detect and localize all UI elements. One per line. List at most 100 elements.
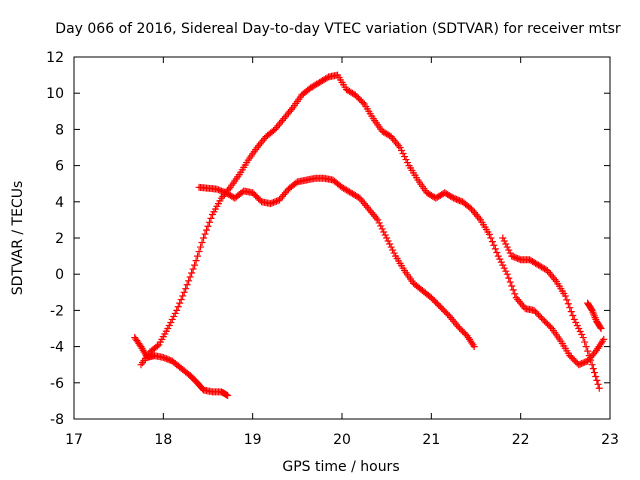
- data-point-marker: [185, 277, 193, 285]
- data-point-marker: [503, 243, 511, 251]
- series-arc-1: [131, 334, 232, 399]
- data-point-marker: [223, 391, 231, 399]
- series-arc-3: [195, 174, 478, 351]
- data-point-marker: [451, 195, 459, 203]
- data-point-marker: [188, 269, 196, 277]
- data-point-marker: [564, 300, 572, 308]
- x-tick-label: 17: [65, 432, 83, 448]
- data-point-marker: [354, 94, 362, 102]
- x-axis-title: GPS time / hours: [282, 459, 399, 475]
- data-point-marker: [224, 391, 232, 399]
- data-point-marker: [490, 241, 498, 249]
- data-point-marker: [439, 306, 447, 314]
- data-point-marker: [453, 195, 461, 203]
- data-point-marker: [575, 325, 583, 332]
- data-point-marker: [402, 156, 410, 164]
- data-point-marker: [380, 228, 388, 236]
- data-point-marker: [249, 189, 257, 197]
- data-point-marker: [563, 296, 571, 304]
- data-point-marker: [153, 342, 161, 350]
- data-point-marker: [569, 355, 577, 363]
- y-tick-label: 12: [46, 50, 64, 66]
- x-tick-label: 20: [333, 432, 351, 448]
- data-point-marker: [539, 315, 547, 323]
- x-tick-label: 23: [601, 432, 619, 448]
- data-point-marker: [576, 328, 584, 336]
- data-point-marker: [572, 358, 580, 366]
- data-point-marker: [456, 324, 464, 332]
- data-point-marker: [170, 312, 178, 320]
- data-point-marker: [404, 159, 412, 167]
- data-point-marker: [436, 303, 444, 311]
- data-point-marker: [540, 317, 548, 325]
- data-point-marker: [398, 147, 406, 155]
- data-point-marker: [195, 248, 203, 256]
- data-point-marker: [532, 308, 540, 316]
- data-point-marker: [600, 335, 608, 343]
- data-point-marker: [173, 306, 181, 314]
- data-point-marker: [270, 127, 278, 135]
- data-point-marker: [536, 312, 544, 320]
- data-point-marker: [292, 179, 300, 187]
- x-tick-label: 22: [512, 432, 530, 448]
- y-tick-label: -8: [50, 412, 64, 428]
- data-point-marker: [267, 200, 275, 208]
- data-point-marker: [386, 240, 394, 248]
- data-point-marker: [578, 359, 586, 367]
- data-point-marker: [384, 237, 392, 245]
- y-tick-label: -2: [50, 303, 64, 319]
- data-point-marker: [198, 239, 206, 247]
- data-point-marker: [171, 309, 179, 317]
- data-point-marker: [515, 255, 523, 263]
- data-point-marker: [485, 230, 493, 238]
- y-tick-label: -4: [50, 340, 64, 356]
- data-point-marker: [567, 353, 575, 361]
- data-point-marker: [270, 198, 278, 206]
- data-point-marker: [399, 150, 407, 158]
- data-point-marker: [255, 195, 263, 203]
- data-point-marker: [578, 331, 586, 339]
- data-point-marker: [496, 255, 504, 263]
- data-point-marker: [538, 314, 546, 322]
- data-point-marker: [566, 352, 574, 360]
- data-point-marker: [535, 311, 543, 319]
- data-point-marker: [183, 281, 191, 289]
- data-point-marker: [454, 323, 462, 331]
- data-point-marker: [459, 327, 467, 335]
- data-point-marker: [502, 240, 510, 248]
- data-point-marker: [442, 309, 450, 317]
- data-point-marker: [581, 338, 589, 346]
- data-point-marker: [566, 304, 574, 312]
- data-point-marker: [542, 318, 550, 326]
- data-point-marker: [356, 96, 364, 104]
- data-point-marker: [164, 325, 172, 332]
- series-arc-5: [584, 299, 605, 332]
- data-point-marker: [508, 252, 516, 260]
- data-point-marker: [375, 219, 383, 227]
- data-point-marker: [162, 355, 170, 363]
- data-point-marker: [530, 306, 538, 314]
- data-point-marker: [546, 323, 554, 331]
- data-point-marker: [377, 222, 385, 230]
- y-tick-label: -6: [50, 376, 64, 392]
- data-point-marker: [509, 286, 517, 294]
- data-point-marker: [508, 282, 516, 290]
- data-point-marker: [595, 384, 603, 392]
- tick-labels: 17 18 19 20 21 22 23 -8 -6 -4 -2 0 2 4 6 8 10 12: [46, 50, 619, 448]
- data-point-marker: [576, 360, 584, 368]
- data-point-marker: [186, 273, 194, 281]
- data-point-marker: [505, 274, 513, 282]
- data-point-marker: [271, 198, 279, 206]
- data-point-marker: [238, 188, 246, 196]
- data-point-marker: [250, 190, 258, 198]
- data-point-marker: [194, 252, 202, 260]
- data-point-marker: [579, 334, 587, 342]
- data-point-marker: [203, 226, 211, 234]
- data-point-marker: [466, 204, 474, 212]
- data-point-marker: [456, 197, 464, 205]
- data-point-marker: [165, 356, 173, 364]
- data-point-marker: [216, 186, 224, 194]
- data-point-marker: [488, 238, 496, 246]
